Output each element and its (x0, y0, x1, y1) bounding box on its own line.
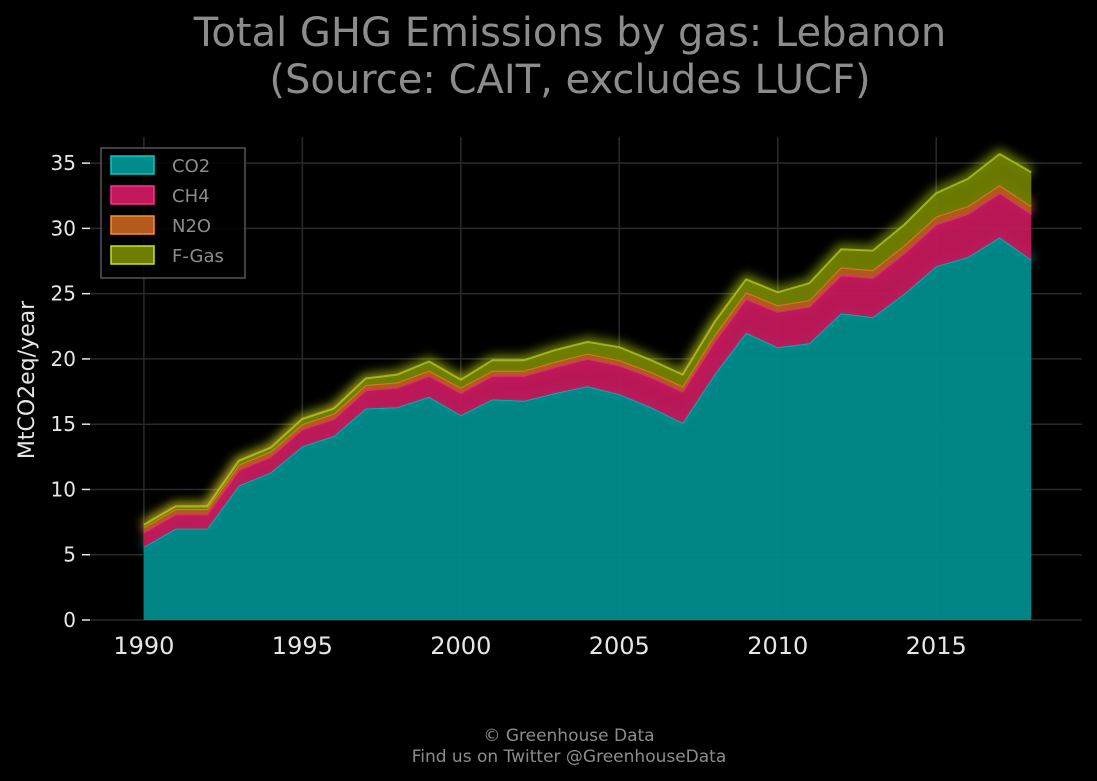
chart-title: Total GHG Emissions by gas: Lebanon (193, 10, 946, 56)
line-f-gas (143, 153, 1032, 526)
area-co2 (143, 237, 1032, 620)
y-tick-label: 10 (51, 477, 76, 501)
y-tick-label: 35 (51, 151, 76, 175)
x-tick-label: 2000 (430, 632, 491, 660)
area-f-gas (143, 154, 1032, 528)
area-n2o (143, 185, 1032, 533)
area-ch4 (143, 193, 1032, 547)
legend-swatch-co2 (110, 155, 155, 175)
y-tick-label: 20 (51, 347, 76, 371)
legend-label-f-gas: F-Gas (172, 246, 224, 267)
x-tick-label: 2005 (589, 632, 650, 660)
legend-label-ch4: CH4 (172, 186, 210, 207)
x-tick-label: 2015 (906, 632, 967, 660)
y-tick-label: 15 (51, 412, 76, 436)
legend-swatch-ch4 (110, 185, 155, 205)
y-tick-label: 30 (51, 216, 76, 240)
series-areas (143, 153, 1032, 620)
legend: CO2 CH4 N2O F-Gas (100, 147, 246, 279)
y-tick-label: 25 (51, 282, 76, 306)
y-tick-label: 5 (63, 543, 76, 567)
legend-label-n2o: N2O (172, 216, 211, 237)
axes: 0 5 10 15 20 25 30 35 1990 1995 2000 2005 2010 2015 (51, 151, 967, 660)
legend-swatch-f-gas (110, 245, 155, 265)
chart-subtitle: (Source: CAIT, excludes LUCF) (269, 57, 870, 103)
copyright-text: © Greenhouse Data (483, 726, 654, 746)
legend-label-co2: CO2 (172, 156, 210, 177)
y-tick-label: 0 (63, 608, 76, 632)
twitter-text: Find us on Twitter @GreenhouseData (412, 747, 727, 767)
x-tick-label: 1990 (113, 632, 174, 660)
x-tick-label: 1995 (272, 632, 333, 660)
legend-swatch-n2o (110, 215, 155, 235)
x-tick-label: 2010 (747, 632, 808, 660)
y-axis-label: MtCO2eq/year (15, 300, 40, 459)
